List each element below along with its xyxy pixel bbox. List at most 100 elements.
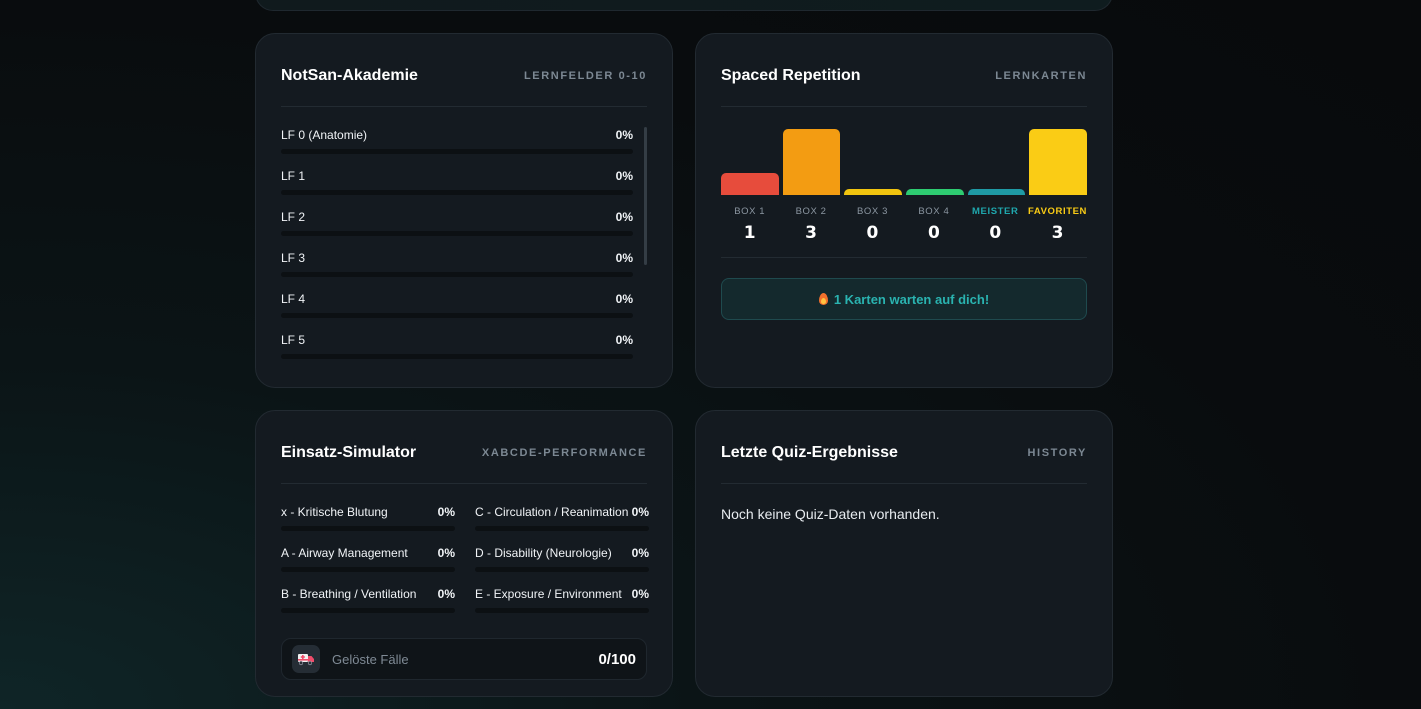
lernfeld-percent: 0% [615, 210, 633, 224]
xabcde-label: C - Circulation / Reanimation [475, 505, 629, 519]
card-title: Letzte Quiz-Ergebnisse [721, 444, 898, 461]
card-title: Spaced Repetition [721, 67, 861, 84]
xabcde-item[interactable]: C - Circulation / Reanimation 0% [475, 504, 649, 545]
lernfeld-label: LF 4 [281, 292, 306, 306]
card-tag: LERNKARTEN [995, 70, 1087, 82]
xabcde-item[interactable]: x - Kritische Blutung 0% [281, 504, 455, 545]
box-name: MEISTER [972, 206, 1019, 217]
lernfeld-percent: 0% [615, 169, 633, 183]
box-column[interactable]: BOX 2 3 [782, 205, 839, 243]
box-count: 3 [805, 223, 817, 243]
box-labels: BOX 1 1 BOX 2 3 BOX 3 0 BOX 4 0 MEISTER 0 FAVORITE… [721, 205, 1087, 243]
box-bar [844, 189, 903, 195]
xabcde-percent: 0% [631, 546, 649, 560]
xabcde-item[interactable]: D - Disability (Neurologie) 0% [475, 545, 649, 586]
xabcde-label: E - Exposure / Environment [475, 587, 622, 601]
lernfeld-item[interactable]: LF 1 0% [281, 168, 633, 209]
progress-bar [281, 354, 633, 359]
box-name: BOX 3 [856, 206, 888, 217]
lernfeld-item[interactable]: LF 4 0% [281, 291, 633, 332]
box-name: BOX 2 [795, 206, 827, 217]
card-tag: LERNFELDER 0-10 [523, 70, 647, 82]
lernfeld-label: LF 2 [281, 210, 306, 224]
lernfeld-label: LF 3 [281, 251, 306, 265]
xabcde-item[interactable]: E - Exposure / Environment 0% [475, 586, 649, 627]
quiz-empty-message: Noch keine Quiz-Daten vorhanden. [721, 506, 940, 522]
box-count: 0 [866, 223, 879, 243]
solved-cases-value: 0/100 [598, 650, 636, 668]
spaced-repetition-card: Spaced Repetition LERNKARTEN BOX 1 1 BOX 2… [695, 33, 1113, 388]
box-bar [967, 189, 1026, 195]
solved-cases-label: Gelöste Fälle [332, 651, 409, 667]
progress-bar [475, 608, 649, 613]
box-column[interactable]: BOX 1 1 [721, 205, 778, 243]
box-chart [721, 127, 1088, 195]
card-header: Einsatz-Simulator XABCDE-PERFORMANCE [281, 423, 647, 484]
progress-bar [475, 526, 649, 531]
lernfeld-item[interactable]: LF 0 (Anatomie) 0% [281, 127, 633, 168]
box-column[interactable]: FAVORITEN 3 [1028, 205, 1087, 243]
xabcde-percent: 0% [437, 546, 455, 560]
lernfeld-label: LF 5 [281, 333, 306, 347]
box-name: BOX 4 [918, 206, 950, 217]
progress-bar [281, 272, 633, 277]
notsan-card: NotSan-Akademie LERNFELDER 0-10 LF 0 (An… [255, 33, 673, 388]
xabcde-percent: 0% [631, 587, 649, 601]
box-count: 1 [743, 223, 756, 243]
lernfeld-list[interactable]: LF 0 (Anatomie) 0% LF 1 0% LF 2 0% LF 3 0% L… [281, 127, 647, 373]
solved-cases-box: Gelöste Fälle 0/100 [281, 638, 647, 680]
divider [721, 257, 1087, 258]
lernfeld-percent: 0% [615, 128, 633, 142]
lernfeld-percent: 0% [615, 251, 633, 265]
card-title: Einsatz-Simulator [281, 444, 417, 461]
xabcde-label: x - Kritische Blutung [281, 505, 388, 519]
lernfeld-label: LF 0 (Anatomie) [281, 128, 368, 142]
einsatz-simulator-card: Einsatz-Simulator XABCDE-PERFORMANCE x -… [255, 410, 673, 697]
progress-bar [281, 526, 455, 531]
card-header: NotSan-Akademie LERNFELDER 0-10 [281, 46, 647, 107]
progress-bar [281, 149, 633, 154]
box-bar [782, 129, 841, 195]
xabcde-percent: 0% [631, 505, 649, 519]
box-column[interactable]: BOX 4 0 [905, 205, 962, 243]
ambulance-icon [292, 645, 320, 673]
card-tag: XABCDE-PERFORMANCE [481, 447, 647, 459]
box-column[interactable]: BOX 3 0 [844, 205, 901, 243]
progress-bar [281, 567, 455, 572]
xabcde-percent: 0% [437, 505, 455, 519]
xabcde-label: B - Breathing / Ventilation [281, 587, 417, 601]
lernfeld-percent: 0% [615, 292, 633, 306]
box-column[interactable]: MEISTER 0 [967, 205, 1024, 243]
due-cards-button[interactable]: 1 Karten warten auf dich! [721, 278, 1087, 320]
card-tag: HISTORY [1027, 447, 1087, 459]
card-header: Spaced Repetition LERNKARTEN [721, 46, 1087, 107]
flame-icon [818, 293, 828, 305]
scrollbar-thumb[interactable] [644, 127, 647, 265]
lernfeld-label: LF 1 [281, 169, 306, 183]
previous-card-bottom [255, 0, 1113, 11]
lernfeld-item[interactable]: LF 2 0% [281, 209, 633, 250]
xabcde-label: D - Disability (Neurologie) [475, 546, 612, 560]
xabcde-percent: 0% [437, 587, 455, 601]
card-header: Letzte Quiz-Ergebnisse HISTORY [721, 423, 1087, 484]
xabcde-label: A - Airway Management [281, 546, 408, 560]
progress-bar [281, 231, 633, 236]
lernfeld-percent: 0% [615, 333, 633, 347]
xabcde-item[interactable]: A - Airway Management 0% [281, 545, 455, 586]
box-count: 0 [927, 223, 940, 243]
box-bar [906, 189, 964, 195]
progress-bar [281, 608, 455, 613]
lernfeld-item[interactable]: LF 5 0% [281, 332, 633, 373]
box-name: FAVORITEN [1027, 206, 1088, 217]
box-bar [1029, 129, 1088, 195]
lernfeld-item[interactable]: LF 3 0% [281, 250, 633, 291]
due-cards-text: 1 Karten warten auf dich! [833, 291, 990, 307]
box-name: BOX 1 [734, 206, 766, 217]
box-bar [721, 173, 779, 195]
box-count: 3 [1051, 223, 1064, 243]
xabcde-grid: x - Kritische Blutung 0% C - Circulation … [281, 504, 649, 627]
box-count: 0 [989, 223, 1002, 243]
xabcde-item[interactable]: B - Breathing / Ventilation 0% [281, 586, 455, 627]
progress-bar [281, 313, 633, 318]
progress-bar [281, 190, 633, 195]
